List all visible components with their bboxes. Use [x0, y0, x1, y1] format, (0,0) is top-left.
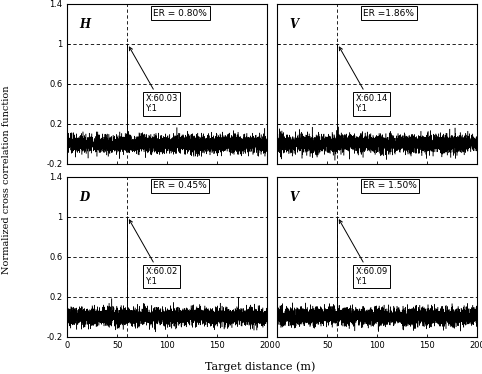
- Text: D: D: [80, 191, 90, 204]
- Text: Target distance (m): Target distance (m): [205, 362, 315, 372]
- Text: X:60.14
Y:1: X:60.14 Y:1: [339, 47, 388, 113]
- Text: X:60.02
Y:1: X:60.02 Y:1: [129, 220, 178, 286]
- Text: ER = 0.80%: ER = 0.80%: [153, 9, 207, 18]
- Text: Normalized cross correlation function: Normalized cross correlation function: [2, 85, 12, 274]
- Text: ER = 0.45%: ER = 0.45%: [153, 181, 207, 190]
- Text: V: V: [289, 18, 298, 31]
- Text: ER =1.86%: ER =1.86%: [363, 9, 414, 18]
- Text: ER = 1.50%: ER = 1.50%: [363, 181, 417, 190]
- Text: V: V: [289, 191, 298, 204]
- Text: X:60.03
Y:1: X:60.03 Y:1: [129, 47, 178, 113]
- Text: H: H: [80, 18, 91, 31]
- Text: X:60.09
Y:1: X:60.09 Y:1: [339, 220, 388, 286]
